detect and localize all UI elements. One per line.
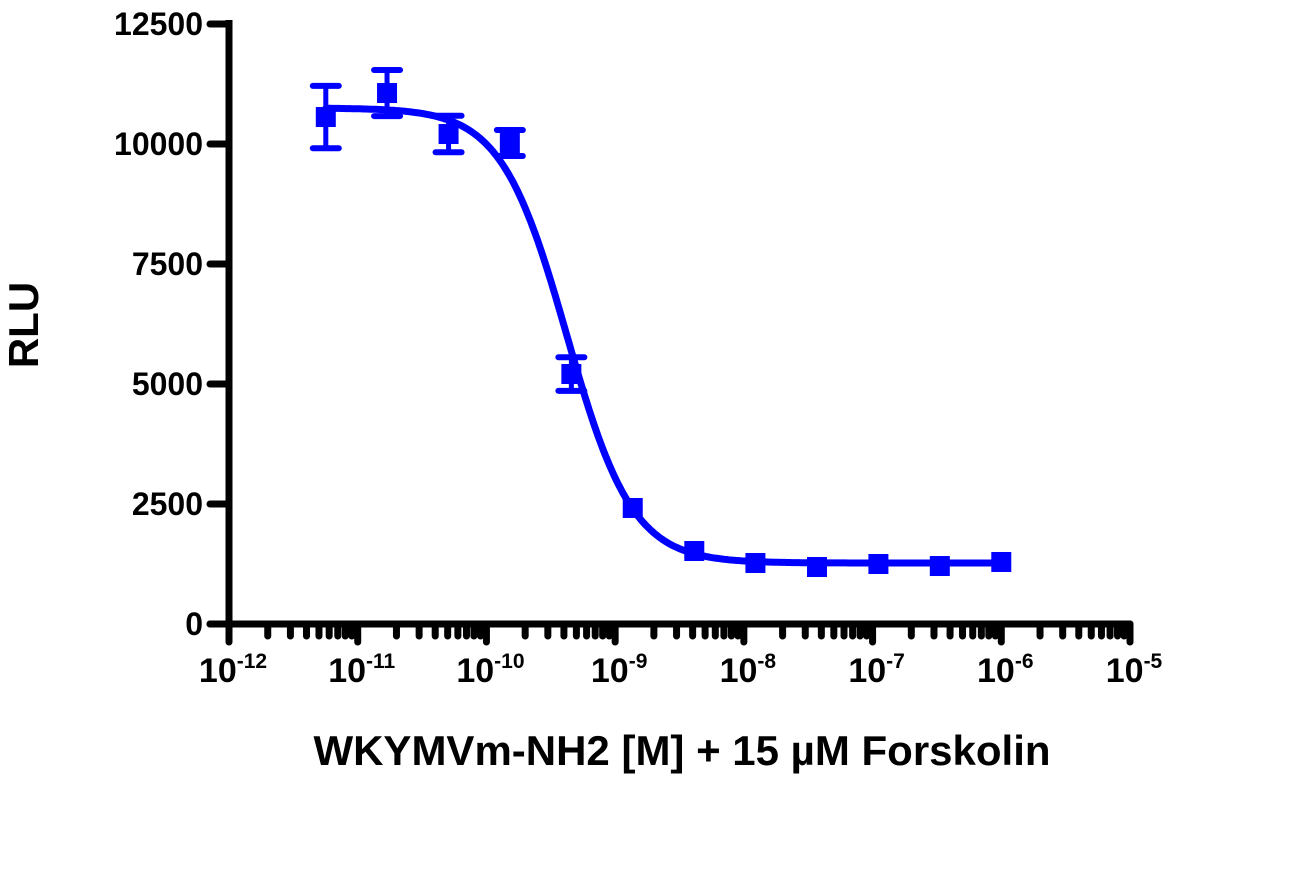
x-axis-label: WKYMVm-NH2 [M] + 15 µM Forskolin xyxy=(313,727,1050,774)
x-tick-exponent: -5 xyxy=(1144,650,1163,673)
square-marker xyxy=(315,107,336,128)
data-point xyxy=(493,127,526,159)
y-axis-ticks: 0 2500 5000 7500 10000 12500 xyxy=(114,6,233,642)
y-tick-label: 10000 xyxy=(114,126,203,162)
x-tick-exponent: -11 xyxy=(366,650,396,673)
data-point xyxy=(745,552,766,573)
x-tick-label: 10-11 xyxy=(328,650,395,690)
y-tick-label: 2500 xyxy=(132,486,203,522)
data-point xyxy=(929,556,950,577)
y-tick-label: 7500 xyxy=(132,246,203,282)
x-tick-label: 10-8 xyxy=(720,650,777,690)
y-tick-label: 5000 xyxy=(132,366,203,402)
data-point xyxy=(684,540,705,561)
data-point xyxy=(371,66,404,120)
x-tick-base: 10 xyxy=(328,652,366,690)
data-point xyxy=(309,82,342,152)
x-tick-label: 10-12 xyxy=(199,650,267,690)
x-axis-ticks: 10-12 10-11 10-10 10-9 10-8 10-7 10-6 10-5 xyxy=(199,620,1163,690)
square-marker xyxy=(622,497,643,518)
x-tick-exponent: -8 xyxy=(757,650,776,673)
x-tick-base: 10 xyxy=(1106,652,1144,690)
x-tick-base: 10 xyxy=(977,652,1015,690)
x-tick-base: 10 xyxy=(720,652,758,690)
y-tick-label: 12500 xyxy=(114,6,203,42)
data-point xyxy=(622,497,643,518)
x-tick-label: 10-6 xyxy=(977,650,1034,690)
x-tick-label: 10-7 xyxy=(848,650,905,690)
square-marker xyxy=(868,554,889,574)
data-point xyxy=(806,557,827,578)
x-tick-base: 10 xyxy=(848,652,886,690)
square-marker xyxy=(561,364,582,385)
square-marker xyxy=(929,556,950,577)
data-point xyxy=(991,551,1012,572)
data-point xyxy=(868,554,889,574)
x-tick-base: 10 xyxy=(199,652,237,690)
fit-curve xyxy=(322,104,1005,567)
x-tick-exponent: -9 xyxy=(629,650,648,673)
x-tick-label: 10-10 xyxy=(456,650,524,690)
square-marker xyxy=(991,551,1012,572)
x-tick-label: 10-9 xyxy=(591,650,648,690)
square-marker xyxy=(499,132,520,153)
x-tick-exponent: -7 xyxy=(886,650,905,673)
x-tick-base: 10 xyxy=(591,652,629,690)
data-points xyxy=(309,66,1012,578)
data-point xyxy=(555,354,588,394)
square-marker xyxy=(806,557,827,578)
y-tick-label: 0 xyxy=(185,606,203,642)
axes xyxy=(206,20,1134,638)
square-marker xyxy=(684,540,705,561)
x-tick-exponent: -10 xyxy=(494,650,524,673)
y-axis-label: RLU xyxy=(0,282,47,368)
square-marker xyxy=(377,83,398,104)
x-tick-exponent: -6 xyxy=(1015,650,1034,673)
data-point xyxy=(432,112,465,156)
x-tick-label: 10-5 xyxy=(1106,650,1163,690)
square-marker xyxy=(438,124,459,145)
x-tick-exponent: -12 xyxy=(237,650,267,673)
x-tick-base: 10 xyxy=(456,652,494,690)
square-marker xyxy=(745,552,766,573)
